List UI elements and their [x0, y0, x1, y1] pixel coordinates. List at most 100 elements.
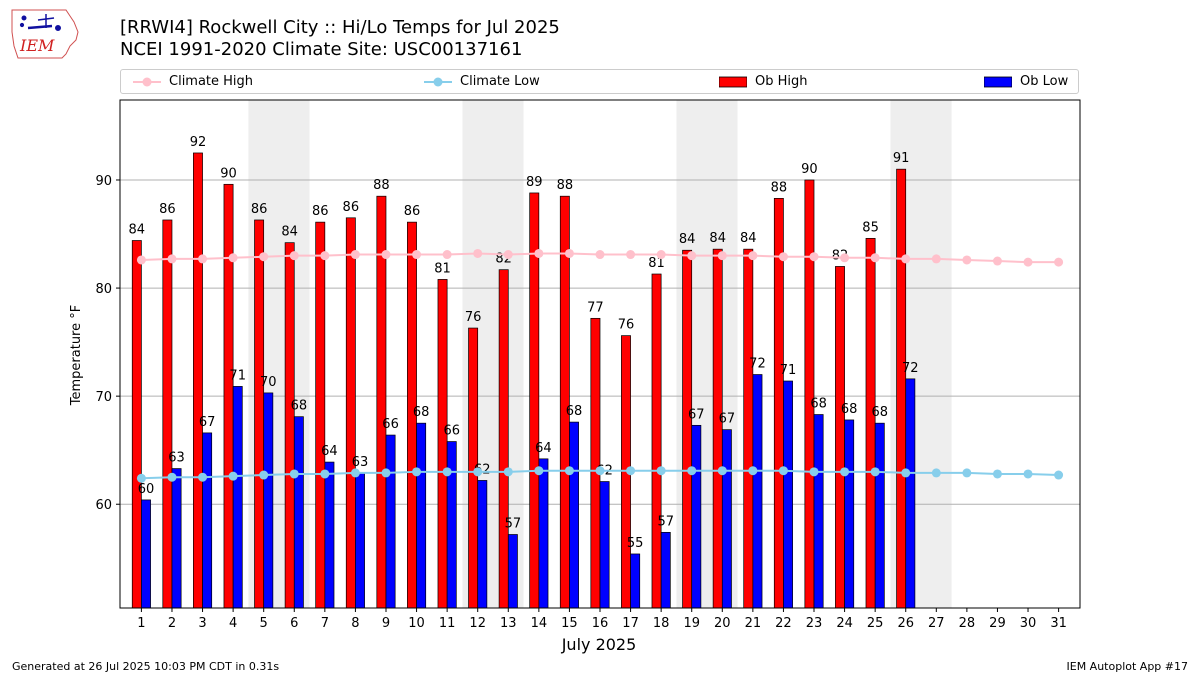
ob-high-label: 81 — [434, 261, 451, 276]
x-tick-label: 26 — [897, 616, 914, 631]
ob-low-bar — [752, 374, 763, 609]
ob-low-bar — [844, 419, 855, 609]
ob-low-bar — [721, 429, 732, 609]
climate-high-point — [350, 250, 360, 260]
climate-low-point — [717, 466, 727, 476]
ob-low-label: 57 — [505, 517, 522, 532]
ob-low-bar — [263, 392, 274, 609]
x-tick-label: 10 — [408, 616, 425, 631]
ob-low-label: 63 — [168, 451, 185, 466]
x-tick-label: 18 — [653, 616, 670, 631]
ob-high-label: 84 — [740, 231, 757, 246]
climate-high-point — [870, 253, 880, 263]
ob-low-label: 57 — [657, 514, 674, 529]
ob-low-bar — [660, 531, 671, 609]
ob-high-label: 88 — [373, 178, 390, 193]
climate-high-point — [809, 252, 819, 262]
weekend-shade — [921, 100, 952, 608]
x-tick-label: 14 — [531, 616, 548, 631]
ob-low-label: 67 — [719, 412, 736, 427]
climate-high-point — [320, 251, 330, 261]
x-tick-label: 2 — [168, 616, 176, 631]
ob-low-bar — [232, 386, 243, 609]
climate-low-point — [1054, 470, 1064, 480]
legend-label: Ob High — [755, 74, 808, 89]
ob-low-bar — [416, 422, 427, 609]
climate-high-point — [931, 254, 941, 264]
ob-high-bar — [865, 237, 876, 609]
ob-high-bar — [284, 242, 295, 609]
x-tick-label: 1 — [137, 616, 145, 631]
x-tick-label: 11 — [439, 616, 456, 631]
ob-high-bar — [743, 248, 754, 609]
climate-low-point — [564, 466, 574, 476]
x-tick-label: 7 — [321, 616, 329, 631]
ob-high-label: 86 — [159, 202, 176, 217]
ob-low-label: 71 — [780, 363, 797, 378]
ob-low-label: 68 — [810, 397, 827, 412]
x-tick-label: 9 — [382, 616, 390, 631]
climate-low-point — [931, 468, 941, 478]
x-axis-label: July 2025 — [561, 635, 637, 654]
ob-low-bar — [446, 441, 457, 609]
ob-low-label: 66 — [443, 424, 460, 439]
climate-low-point — [687, 466, 697, 476]
climate-high-point — [687, 251, 697, 261]
x-tick-label: 23 — [806, 616, 823, 631]
ob-high-label: 90 — [220, 166, 237, 181]
ob-high-label: 89 — [526, 175, 543, 190]
ob-high-bar — [131, 240, 142, 609]
x-tick-label: 12 — [469, 616, 486, 631]
ob-low-label: 67 — [199, 415, 216, 430]
climate-low-point — [198, 472, 208, 482]
ob-high-bar — [437, 279, 448, 609]
ob-low-bar — [905, 378, 916, 609]
ob-high-label: 76 — [465, 310, 482, 325]
ob-high-label: 76 — [618, 318, 635, 333]
logo-text: IEM — [19, 36, 55, 55]
ob-low-bar — [538, 458, 549, 609]
climate-low-point — [228, 471, 238, 481]
ob-low-label: 72 — [749, 357, 766, 372]
x-tick-label: 24 — [836, 616, 853, 631]
ob-low-bar — [355, 472, 365, 609]
ob-high-label: 84 — [281, 225, 298, 240]
ob-low-label: 68 — [566, 404, 583, 419]
ob-low-bar — [507, 534, 518, 609]
climate-high-point — [717, 251, 727, 261]
legend-label: Climate Low — [460, 74, 540, 89]
ob-high-label: 90 — [801, 162, 818, 177]
y-tick-label: 60 — [95, 498, 112, 513]
climate-high-point — [1054, 257, 1064, 267]
ob-high-label: 88 — [557, 178, 574, 193]
ob-low-label: 64 — [535, 441, 552, 456]
ob-low-label: 68 — [413, 405, 430, 420]
climate-low-point — [289, 469, 299, 479]
climate-low-point — [656, 466, 666, 476]
climate-high-point — [626, 250, 636, 260]
climate-low-point — [748, 466, 758, 476]
climate-low-point — [809, 467, 819, 477]
climate-high-point — [840, 253, 850, 263]
ob-high-label: 86 — [312, 204, 329, 219]
climate-high-point — [503, 250, 513, 260]
climate-low-point — [626, 466, 636, 476]
ob-high-label: 84 — [709, 231, 726, 246]
ob-low-bar — [599, 481, 610, 609]
climate-low-point — [136, 473, 146, 483]
x-tick-label: 6 — [290, 616, 298, 631]
climate-high-point — [901, 254, 911, 264]
ob-low-label: 63 — [352, 455, 369, 470]
ob-high-bar — [804, 179, 815, 609]
ob-high-label: 85 — [862, 220, 879, 235]
chart-title: [RRWI4] Rockwell City :: Hi/Lo Temps for… — [120, 17, 560, 38]
ob-high-label: 91 — [893, 151, 910, 166]
chart-subtitle: NCEI 1991-2020 Climate Site: USC00137161 — [120, 39, 523, 60]
y-tick-label: 90 — [95, 174, 112, 189]
x-tick-label: 4 — [229, 616, 237, 631]
climate-high-point — [534, 248, 544, 258]
climate-high-point — [442, 250, 452, 260]
climate-low-point — [870, 467, 880, 477]
climate-low-point — [473, 467, 483, 477]
ob-low-bar — [813, 414, 824, 609]
